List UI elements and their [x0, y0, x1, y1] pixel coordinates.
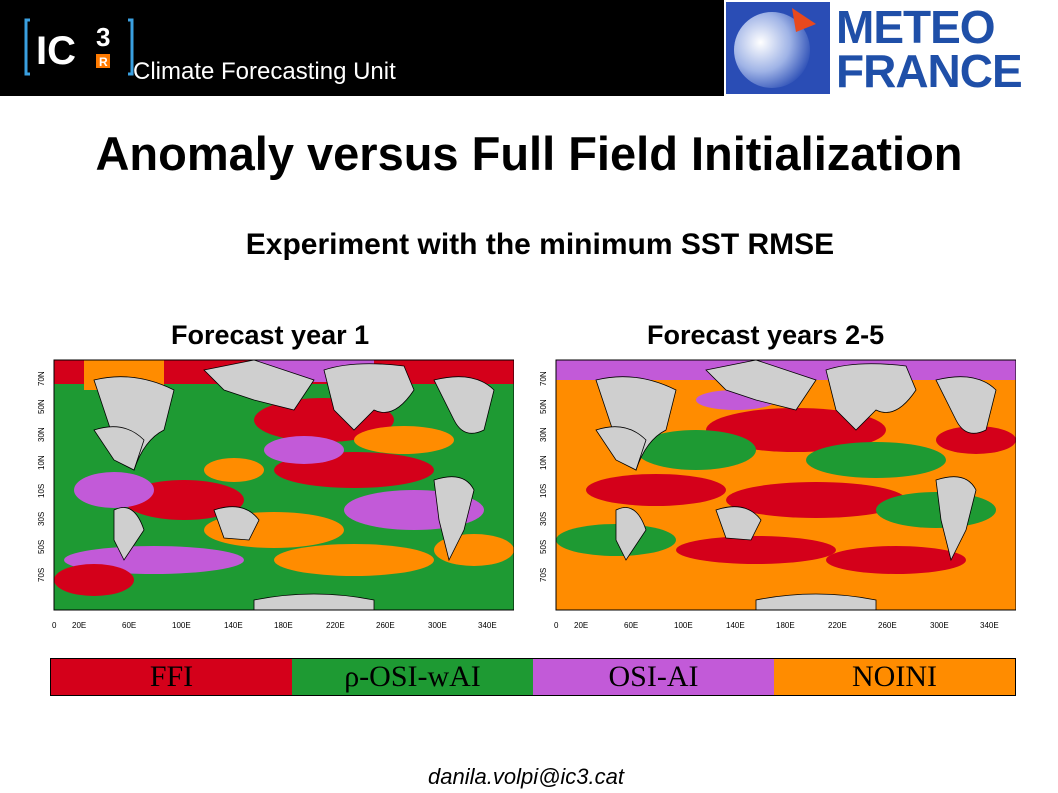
- meteo-france-logo: METEO FRANCE: [724, 0, 1058, 96]
- lon-label: 100E: [172, 621, 191, 630]
- lat-label: 70N: [540, 371, 548, 386]
- legend-item-osi-ai: OSI-AI: [533, 659, 774, 695]
- lon-label: 0: [554, 621, 559, 630]
- lat-label: 10N: [540, 455, 548, 470]
- panel-title-year1: Forecast year 1: [171, 320, 370, 350]
- lon-label: 140E: [224, 621, 243, 630]
- lat-label: 70N: [38, 371, 46, 386]
- legend-label-noini: NOINI: [852, 660, 937, 693]
- lon-axis-labels: 0 20E 60E 100E 140E 180E 220E 260E 300E …: [52, 621, 497, 630]
- header-bar: IC 3 R Climate Forecasting Unit: [0, 0, 724, 96]
- lat-label: 30N: [540, 427, 548, 442]
- meteo-line2: FRANCE: [836, 45, 1023, 97]
- subtitle: Experiment with the minimum SST RMSE: [245, 228, 835, 261]
- lon-label: 140E: [726, 621, 745, 630]
- lat-label: 30N: [38, 427, 46, 442]
- map-forecast-years2-5: 70N 50N 30N 10N 10S 30S 50S 70S 0 20E 60…: [540, 352, 1016, 638]
- lon-label: 20E: [72, 621, 86, 630]
- legend-item-ffi: FFI: [51, 659, 292, 695]
- lon-label: 220E: [326, 621, 345, 630]
- unit-name: Climate Forecasting Unit: [133, 58, 396, 85]
- map-forecast-year1: 70N 50N 30N 10N 10S 30S 50S 70S 0 20E 60…: [38, 352, 514, 638]
- lat-label: 10S: [38, 484, 46, 498]
- lon-label: 220E: [828, 621, 847, 630]
- legend-item-rho-osi-wai: ρ-OSI-wAI: [292, 659, 533, 695]
- lat-label: 70S: [38, 568, 46, 582]
- ic3-logo: IC 3 R: [24, 18, 134, 76]
- svg-text:R: R: [99, 55, 108, 69]
- legend-bar: FFI ρ-OSI-wAI OSI-AI NOINI: [50, 658, 1016, 696]
- lon-label: 300E: [428, 621, 447, 630]
- lon-label: 260E: [376, 621, 395, 630]
- lon-label: 60E: [624, 621, 638, 630]
- legend-label-osi-ai: OSI-AI: [608, 660, 699, 693]
- lat-axis-labels: 70N 50N 30N 10N 10S 30S 50S 70S: [38, 371, 46, 582]
- lon-label: 60E: [122, 621, 136, 630]
- legend-label-ffi: FFI: [149, 660, 194, 693]
- lat-label: 30S: [540, 512, 548, 526]
- lat-label: 30S: [38, 512, 46, 526]
- lat-label: 50N: [540, 399, 548, 414]
- lat-label: 10N: [38, 455, 46, 470]
- lon-label: 180E: [776, 621, 795, 630]
- lon-label: 340E: [478, 621, 497, 630]
- contact-email[interactable]: danila.volpi@ic3.cat: [428, 764, 624, 789]
- lon-label: 260E: [878, 621, 897, 630]
- lon-label: 340E: [980, 621, 999, 630]
- lat-label: 10S: [540, 484, 548, 498]
- lon-label: 100E: [674, 621, 693, 630]
- svg-text:3: 3: [96, 22, 110, 52]
- lon-label: 20E: [574, 621, 588, 630]
- lat-label: 50S: [540, 540, 548, 554]
- panel-title-years2-5: Forecast years 2-5: [647, 320, 885, 350]
- lon-label: 0: [52, 621, 57, 630]
- lon-label: 300E: [930, 621, 949, 630]
- svg-text:IC: IC: [36, 29, 76, 73]
- lon-axis-labels: 0 20E 60E 100E 140E 180E 220E 260E 300E …: [554, 621, 999, 630]
- meteo-globe-icon: [726, 2, 830, 94]
- legend-item-noini: NOINI: [774, 659, 1015, 695]
- lat-label: 50N: [38, 399, 46, 414]
- meteo-line1: METEO: [836, 1, 996, 53]
- page-title: Anomaly versus Full Field Initialization: [95, 127, 963, 180]
- lat-label: 50S: [38, 540, 46, 554]
- lon-label: 180E: [274, 621, 293, 630]
- legend-label-rho-osi-wai: ρ-OSI-wAI: [344, 660, 481, 693]
- lat-label: 70S: [540, 568, 548, 582]
- lat-axis-labels: 70N 50N 30N 10N 10S 30S 50S 70S: [540, 371, 548, 582]
